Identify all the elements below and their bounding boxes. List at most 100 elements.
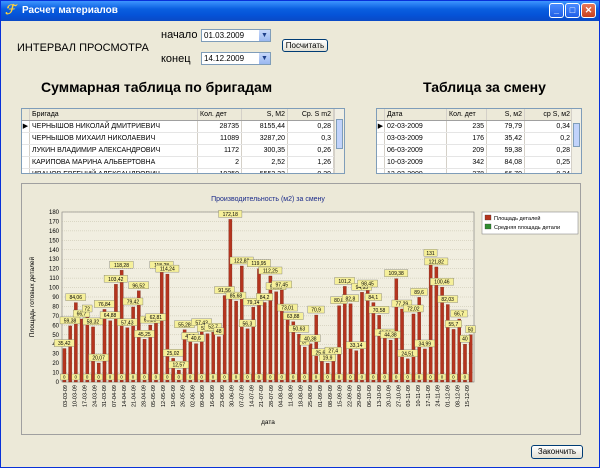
y-tick-label: 30 [52,352,59,358]
x-tick-label: 10-11-09 [416,385,422,407]
column-header[interactable]: S, м2 [487,109,525,120]
table-row[interactable]: КАРИПОВА МАРИНА АЛЬБЕРТОВНА 2 2,52 1,26 [22,157,344,169]
finish-button[interactable]: Закончить [531,445,583,459]
table-cell: 0,34 [525,121,573,132]
avg-label-box [254,373,263,381]
data-label: 63,88 [287,314,300,320]
chevron-down-icon[interactable]: ▼ [259,30,270,41]
bar [228,219,233,383]
bar [377,315,381,383]
column-header[interactable]: S, M2 [242,109,288,120]
avg-label-box [94,373,103,381]
close-window-button[interactable]: ✕ [581,3,596,18]
table-row[interactable]: ИВАНОВ ЕВГЕНИЙ АЛЕКСАНДРОВИЧ193505553,33… [22,169,344,173]
table-cell: 35,42 [487,133,525,144]
x-tick-label: 08-09-09 [328,385,334,407]
data-label: 25,61 [316,350,329,356]
bar [102,309,107,383]
table-cell: 278 [447,169,487,173]
data-label: 24,51 [401,351,414,357]
data-label-box [364,293,382,301]
data-label-box [155,264,180,273]
calculate-button[interactable]: Посчитать [282,39,328,52]
brigades-table[interactable]: Бригада Кол. дет S, M2 Ср. S m2 ▶ ЧЕРНЫШО… [21,108,345,174]
table-row[interactable]: ▶ ЧЕРНЫШОВ НИКОЛАЙ ДМИТРИЕВИЧ 28735 8155,44… [22,121,344,133]
data-label-box [65,293,86,301]
scrollbar[interactable] [571,109,581,173]
column-header[interactable]: Ср. S m2 [288,109,334,120]
data-label: 56,3 [243,321,253,327]
data-label: 172,18 [223,212,239,218]
start-date-value: 01.03.2009 [204,31,245,40]
table-cell: 2,52 [242,157,288,168]
data-label-box [187,334,205,342]
data-label-box [242,298,264,306]
data-label-box [168,360,189,369]
shift-heading: Таблица за смену [423,79,546,95]
bar [125,327,130,383]
data-label-box [459,335,470,343]
avg-label-box [83,373,92,381]
bar [325,363,330,383]
data-label-box [204,323,222,331]
data-label: 45,25 [138,332,151,338]
start-date-picker[interactable]: 01.03.2009 ▼ [201,29,271,42]
data-label-box [213,327,224,335]
end-date-picker[interactable]: 14.12.2009 ▼ [201,52,271,65]
avg-label: 0 [177,375,180,380]
x-tick-label: 07-04-09 [112,385,118,407]
data-label: 103,42 [108,277,124,283]
data-label-box [256,293,274,301]
table-cell: 209 [447,145,487,156]
y-tick-label: 130 [49,257,60,263]
chevron-down-icon[interactable]: ▼ [259,53,270,64]
x-tick-label: 27-10-09 [396,385,402,407]
data-label: 12,57 [172,363,185,369]
avg-label: 0 [383,375,386,380]
bar [251,307,255,383]
data-label: 20,07 [92,356,105,362]
column-header[interactable]: Кол. дет [198,109,242,120]
legend-swatch [484,214,492,221]
column-header[interactable]: Бригада [30,109,198,120]
table-row[interactable]: 03-03-2009 176 35,42 0,2 [377,133,581,145]
data-label: 58,32 [87,319,100,325]
data-label: 19,9 [323,356,333,362]
data-label: 66,7 [454,312,464,318]
x-tick-label: 16-06-09 [210,385,216,407]
avg-label-box [346,373,355,381]
column-header[interactable]: Кол. дет [447,109,487,120]
bar [205,333,210,383]
maximize-button[interactable]: □ [565,3,580,18]
table-cell: 0,28 [288,121,334,132]
x-tick-label: 14-04-09 [122,385,128,407]
data-label: 52,7 [208,325,218,331]
table-row[interactable]: ЧЕРНЫШОВ МИХАИЛ НИКОЛАЕВИЧ 11089 3287,20 0,… [22,133,344,145]
bar [406,358,410,383]
bar [434,266,439,383]
avg-label-box [197,373,206,381]
title-bar[interactable]: ℱ Расчет материалов _ □ ✕ [1,1,599,21]
y-tick-label: 20 [52,361,59,367]
data-label: 57,43 [121,320,134,326]
data-label: 73,01 [281,306,294,312]
table-row[interactable]: 06-03-2009 209 59,38 0,28 [377,145,581,157]
data-label-box [324,346,342,355]
data-label: 40,38 [304,336,317,342]
table-row[interactable]: 12-03-200927866,700,24 [377,169,581,173]
shift-table[interactable]: Дата Кол. дет S, м2 ср S, м2 ▶ 02-03-2009… [376,108,582,174]
data-label: 25,02 [167,351,180,357]
table-row[interactable]: ▶ 02-03-2009 235 79,79 0,34 [377,121,581,133]
data-label: 59,38 [64,318,77,324]
x-tick-label: 11-08-09 [289,385,295,407]
table-row[interactable]: ЛУКИН ВЛАДИМИР АЛЕКСАНДРОВИЧ 1172 300,35 0,… [22,145,344,157]
column-header[interactable]: ср S, м2 [525,109,573,120]
data-label: 72,02 [407,306,420,312]
avg-label-box [334,373,344,381]
data-label-box [103,275,128,283]
scrollbar[interactable] [334,109,344,173]
column-header[interactable]: Дата [385,109,447,120]
table-row[interactable]: 10-03-2009 342 84,08 0,25 [377,157,581,169]
data-label: 33,14 [350,343,363,349]
minimize-button[interactable]: _ [549,3,564,18]
